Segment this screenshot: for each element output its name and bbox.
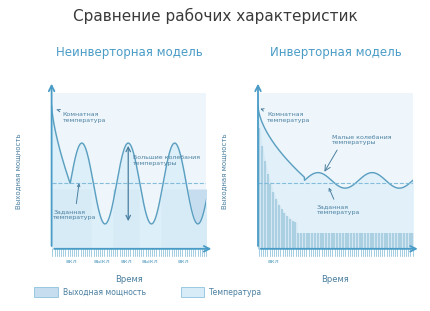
Text: вкл: вкл	[177, 259, 189, 264]
Text: вкл: вкл	[65, 259, 77, 264]
Text: Температура: Температура	[209, 288, 263, 296]
Text: Малые колебания
температуры: Малые колебания температуры	[332, 135, 392, 145]
Text: вкл: вкл	[267, 259, 280, 264]
Text: Инверторная модель: Инверторная модель	[270, 46, 401, 59]
Text: Заданная
температура: Заданная температура	[53, 184, 96, 220]
Text: Выходная мощность: Выходная мощность	[221, 133, 227, 209]
Text: Неинверторная модель: Неинверторная модель	[55, 46, 203, 59]
Text: Время: Время	[115, 276, 143, 284]
Text: Время: Время	[322, 276, 349, 284]
Text: Заданная
температура: Заданная температура	[317, 188, 360, 215]
Text: Выходная мощность: Выходная мощность	[63, 288, 146, 296]
Text: выкл: выкл	[141, 259, 158, 264]
Text: Выходная мощность: Выходная мощность	[15, 133, 21, 209]
Text: Большие колебания
температуры: Большие колебания температуры	[133, 155, 200, 165]
Text: Комнатная
температура: Комнатная температура	[261, 109, 310, 123]
Text: Сравнение рабочих характеристик: Сравнение рабочих характеристик	[73, 8, 357, 24]
Text: Комнатная
температура: Комнатная температура	[57, 109, 106, 123]
Text: вкл: вкл	[120, 259, 132, 264]
Text: выкл: выкл	[94, 259, 110, 264]
